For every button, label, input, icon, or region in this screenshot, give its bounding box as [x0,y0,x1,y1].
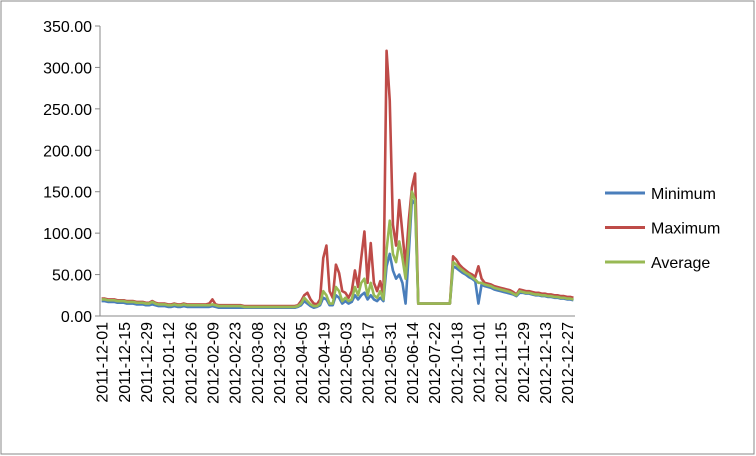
x-tick-label: 2012-02-09 [205,322,222,404]
x-tick-label: 2012-05-03 [338,322,355,404]
x-tick-label: 2012-03-08 [250,322,267,404]
x-tick-label: 2012-05-31 [383,322,400,404]
x-tick-label: 2012-01-12 [161,322,178,404]
legend-label: Minimum [651,186,716,203]
x-tick-label: 2012-07-22 [427,322,444,404]
y-tick-label: 100.00 [43,226,92,243]
x-tick-label: 2012-04-05 [294,322,311,404]
series-line [101,198,574,310]
x-tick-label: 2012-02-23 [228,322,245,404]
x-tick-label: 2011-12-29 [139,322,156,403]
y-tick-label: 300.00 [43,60,92,77]
legend-label: Maximum [651,221,720,238]
y-tick-label: 250.00 [43,102,92,119]
x-tick-label: 2012-12-27 [560,322,577,404]
x-tick-label: 2011-12-15 [117,322,134,403]
series-line [101,190,574,309]
x-tick-label: 2011-12-01 [95,322,112,403]
y-tick-label: 50.00 [52,268,92,285]
x-tick-label: 2012-03-22 [272,322,289,404]
y-tick-label: 350.00 [43,19,92,36]
x-tick-label: 2012-11-15 [494,322,511,403]
x-tick-label: 2012-11-01 [471,322,488,403]
x-tick-label: 2012-11-29 [516,322,533,403]
x-tick-label: 2012-06-14 [405,322,422,404]
x-tick-label: 2012-05-17 [361,322,378,404]
y-tick-label: 0.00 [61,309,92,326]
legend-label: Average [651,255,710,272]
y-tick-label: 150.00 [43,185,92,202]
x-tick-label: 2012-04-19 [316,322,333,404]
y-tick-label: 200.00 [43,143,92,160]
x-tick-label: 2012-12-13 [538,322,555,404]
x-tick-label: 2012-01-26 [183,322,200,404]
x-tick-label: 2012-10-18 [449,322,466,404]
